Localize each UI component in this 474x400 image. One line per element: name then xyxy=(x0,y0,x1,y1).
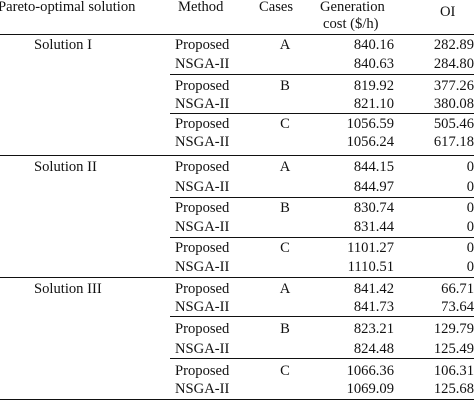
cell-case: C xyxy=(280,240,290,256)
cell-oi: 377.26 xyxy=(433,78,474,94)
cell-oi: 0 xyxy=(466,219,474,235)
cell-oi: 0 xyxy=(466,159,474,175)
cell-method: Proposed xyxy=(175,37,230,53)
cell-cost: 1056.59 xyxy=(346,116,394,132)
cell-case: B xyxy=(280,321,290,337)
table-rule xyxy=(170,237,474,238)
cell-oi: 66.71 xyxy=(441,281,474,297)
cell-oi: 106.31 xyxy=(433,363,474,379)
cell-cost: 1101.27 xyxy=(347,240,394,256)
cell-oi: 125.49 xyxy=(433,341,474,357)
cell-cost: 840.63 xyxy=(353,56,394,72)
cell-case: C xyxy=(280,116,290,132)
cell-oi: 617.18 xyxy=(433,134,474,150)
cell-cost: 1056.24 xyxy=(346,134,394,150)
cell-method: Proposed xyxy=(175,363,230,379)
cell-oi: 0 xyxy=(466,240,474,256)
header-solution: Pareto-optimal solution xyxy=(0,0,136,15)
cell-cost: 1110.51 xyxy=(347,259,394,275)
cell-case: B xyxy=(280,78,290,94)
cell-cost: 819.92 xyxy=(353,78,394,94)
cell-method: Proposed xyxy=(175,159,230,175)
cell-method: NSGA-II xyxy=(175,56,230,72)
cell-cost: 831.44 xyxy=(353,219,394,235)
cell-method: NSGA-II xyxy=(175,134,230,150)
cell-method: NSGA-II xyxy=(175,219,230,235)
cell-method: Proposed xyxy=(175,78,230,94)
cell-oi: 73.64 xyxy=(441,299,474,315)
cell-method: NSGA-II xyxy=(175,381,230,397)
header-cost-line2: cost ($/h) xyxy=(323,16,379,32)
cell-method: Proposed xyxy=(175,200,230,216)
table-rule xyxy=(170,316,474,317)
cell-oi: 0 xyxy=(466,259,474,275)
cell-method: NSGA-II xyxy=(175,341,230,357)
cell-cost: 830.74 xyxy=(353,200,394,216)
header-cases: Cases xyxy=(259,0,294,15)
cell-oi: 0 xyxy=(466,179,474,195)
cell-method: Proposed xyxy=(175,281,230,297)
table-rule xyxy=(0,34,474,35)
cell-method: NSGA-II xyxy=(175,179,230,195)
cell-oi: 282.89 xyxy=(433,37,474,53)
cell-oi: 0 xyxy=(466,200,474,216)
cell-cost: 1066.36 xyxy=(346,363,394,379)
cell-method: NSGA-II xyxy=(175,299,230,315)
table-rule xyxy=(170,358,474,359)
table-rule xyxy=(170,197,474,198)
cell-cost: 844.97 xyxy=(353,179,394,195)
cell-case: B xyxy=(280,200,290,216)
cell-cost: 821.10 xyxy=(353,96,394,112)
cell-cost: 824.48 xyxy=(353,341,394,357)
cell-method: Proposed xyxy=(175,321,230,337)
cell-case: A xyxy=(279,281,291,297)
cell-oi: 284.80 xyxy=(433,56,474,72)
cell-method: Proposed xyxy=(175,116,230,132)
cell-solution: Solution I xyxy=(34,37,92,53)
header-oi: OI xyxy=(440,4,456,20)
table-rule xyxy=(0,155,474,156)
header-method: Method xyxy=(178,0,224,15)
header-cost-line1: Generation xyxy=(320,0,385,15)
cell-cost: 841.73 xyxy=(353,299,394,315)
cell-solution: Solution II xyxy=(34,159,97,175)
cell-oi: 129.79 xyxy=(433,321,474,337)
table-rule xyxy=(170,113,474,114)
cell-method: Proposed xyxy=(175,240,230,256)
cell-oi: 125.68 xyxy=(433,381,474,397)
cell-cost: 823.21 xyxy=(353,321,394,337)
cell-method: NSGA-II xyxy=(175,259,230,275)
cell-cost: 841.42 xyxy=(353,281,394,297)
table-rule xyxy=(170,74,474,75)
cell-solution: Solution III xyxy=(34,281,102,297)
cell-cost: 844.15 xyxy=(353,159,394,175)
cell-method: NSGA-II xyxy=(175,96,230,112)
cell-cost: 840.16 xyxy=(353,37,394,53)
table-rule xyxy=(0,277,474,278)
cell-cost: 1069.09 xyxy=(346,381,394,397)
cell-oi: 505.46 xyxy=(433,116,474,132)
cell-case: C xyxy=(280,363,290,379)
cell-case: A xyxy=(279,159,291,175)
cell-case: A xyxy=(279,37,291,53)
cell-oi: 380.08 xyxy=(433,96,474,112)
